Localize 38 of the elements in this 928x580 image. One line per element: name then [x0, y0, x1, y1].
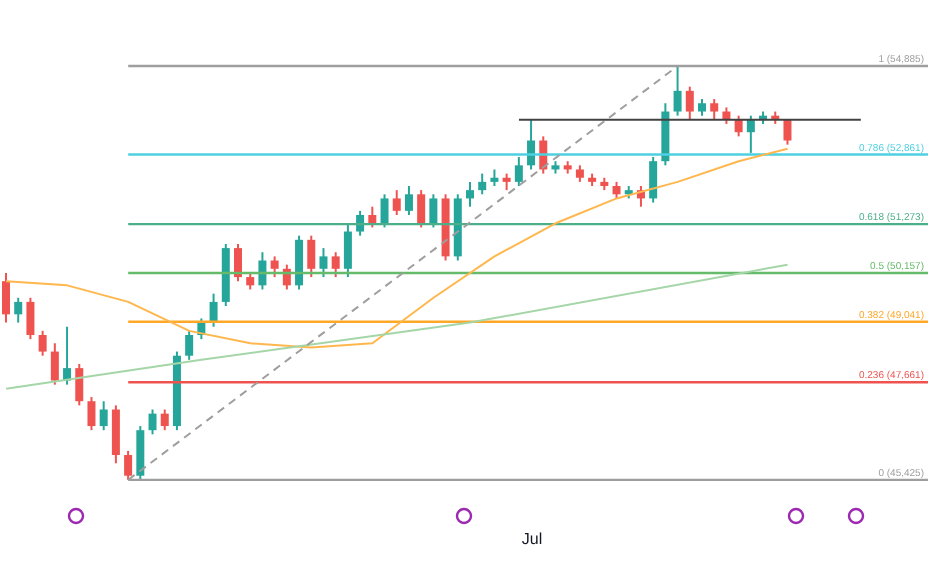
- text: Jul: [521, 530, 543, 548]
- candlestick: [87, 396, 96, 432]
- candlestick: [307, 234, 316, 279]
- candlestick: [356, 209, 365, 237]
- candlestick: [111, 404, 120, 465]
- candlestick: [136, 425, 145, 481]
- candlestick: [392, 189, 401, 216]
- candlestick: [234, 242, 242, 283]
- candlestick: [124, 449, 133, 481]
- candlestick: [185, 329, 194, 361]
- candlestick: [2, 271, 10, 324]
- candlestick: [295, 234, 304, 291]
- candlestick: [26, 296, 35, 341]
- candlestick: [209, 292, 218, 328]
- candlestick: [429, 193, 438, 229]
- candlestick: [50, 342, 59, 386]
- candlestick: [319, 247, 328, 279]
- candlestick: [75, 362, 84, 407]
- candlestick: [649, 156, 658, 204]
- candlestick: [673, 65, 682, 117]
- candlestick: [380, 193, 389, 229]
- candlestick: [99, 400, 108, 432]
- candlestick: [14, 296, 23, 324]
- candlestick: [368, 205, 377, 229]
- candlestick: [466, 180, 474, 208]
- candlestick: [710, 98, 719, 121]
- candlestick: [417, 189, 426, 229]
- candlestick: [270, 255, 279, 279]
- candlestick: [478, 172, 487, 196]
- candlestick: [404, 185, 413, 216]
- candlestick: [783, 118, 792, 146]
- candlestick: [514, 156, 523, 188]
- candlestick: [685, 85, 694, 121]
- candlestick: [343, 222, 352, 279]
- candlestick: [148, 408, 157, 436]
- candlestick: [160, 408, 169, 432]
- candlestick: [38, 329, 47, 357]
- candlestick: [331, 251, 340, 279]
